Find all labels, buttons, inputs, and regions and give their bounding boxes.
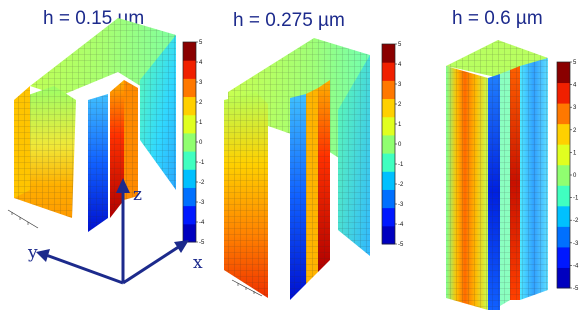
colorbar-1-segment — [183, 187, 196, 207]
colorbar-3-tick-label: -1 — [573, 196, 579, 202]
colorbar-1-segment — [183, 132, 196, 152]
colorbar-1-tick-label: 0 — [199, 140, 203, 146]
colorbar-1-tick-label: 2 — [199, 100, 203, 106]
colorbar-2-tick-label: -2 — [398, 182, 404, 188]
colorbar-3-segment — [557, 185, 570, 207]
colorbar-2-tick-label: 5 — [398, 42, 402, 48]
colorbar-3-segment — [557, 123, 570, 145]
colorbar-2-segment — [382, 80, 395, 100]
colorbar-3-segment — [557, 82, 570, 104]
colorbar-3-tick-label: 0 — [573, 173, 577, 179]
colorbar-3-tick-label: 1 — [573, 150, 577, 156]
colorbar-2: 5 4 3 2 1 0 -1 -2 -3 -4 -5 — [381, 42, 404, 248]
colorbar-3-tick-label: -5 — [573, 286, 579, 292]
colorbar-2-segment — [382, 153, 395, 172]
colorbar-2-segment — [382, 44, 395, 63]
colorbar-2-tick-label: 0 — [398, 142, 402, 148]
colorbar-3-segment — [557, 62, 570, 84]
colorbar-3-tick-label: 4 — [573, 83, 577, 89]
colorbar-1-tick-label: 3 — [199, 80, 203, 86]
colorbar-2-tick-label: 3 — [398, 82, 402, 88]
colorbar-1-tick-label: -5 — [199, 240, 205, 246]
colorbar-3-tick-label: 2 — [573, 128, 577, 134]
colorbar-2-tick-label: -1 — [398, 162, 404, 168]
colorbar-3-tick-label: -4 — [573, 263, 579, 269]
colorbar-2-tick-label: 4 — [398, 62, 402, 68]
colorbar-2-tick-label: -4 — [398, 222, 404, 228]
colorbar-1-tick-label: -2 — [199, 180, 205, 186]
colorbar-2-tick-label: 1 — [398, 122, 402, 128]
colorbar-1-segment — [183, 42, 196, 61]
colorbar-1-segment — [183, 169, 196, 188]
colorbar-1-tick-label: 5 — [199, 40, 203, 46]
colorbar-2-segment — [382, 207, 395, 227]
colorbar-2-segment — [382, 225, 395, 245]
colorbar-3-segment — [557, 267, 570, 289]
panel-title-2: h = 0.275 µm — [233, 10, 345, 31]
axis-label-z: z — [133, 185, 142, 205]
colorbar-1-segment — [183, 151, 196, 170]
colorbar-3-tick-label: -3 — [573, 241, 579, 247]
colorbar-1-segment — [183, 60, 196, 79]
colorbar-1-segment — [183, 78, 196, 98]
colorbar-2-segment — [382, 189, 395, 209]
colorbar-2-segment — [382, 98, 395, 118]
colorbar-1-tick-label: 4 — [199, 60, 203, 66]
colorbar-2-segment — [382, 171, 395, 190]
colorbar-3-tick-label: -2 — [573, 218, 579, 224]
colorbar-1-tick-label: -1 — [199, 160, 205, 166]
colorbar-1-segment — [183, 223, 196, 243]
field-plot-2 — [224, 38, 370, 300]
colorbar-1-segment — [183, 114, 196, 134]
colorbar-1-segment — [183, 205, 196, 225]
axis-arrows — [36, 178, 189, 285]
colorbar-1-segment — [183, 96, 196, 116]
axis-label-y: y — [27, 243, 38, 263]
field-plot-1 — [7, 18, 176, 232]
colorbar-1-tick-label: -4 — [199, 220, 205, 226]
colorbar-2-segment — [382, 134, 395, 154]
colorbar-2-segment — [382, 62, 395, 81]
panel-title-3: h = 0.6 µm — [452, 8, 543, 29]
colorbar-2-tick-label: 2 — [398, 102, 402, 108]
colorbar-3-segment — [557, 246, 570, 268]
colorbar-1-tick-label: -3 — [199, 200, 205, 206]
colorbar-3: 5 4 3 2 1 0 -1 -2 -3 -4 -5 — [556, 60, 579, 292]
field-plot-3 — [446, 40, 548, 310]
colorbar-3-segment — [557, 205, 570, 227]
axis-label-x: x — [193, 253, 203, 273]
colorbar-3-tick-label: 5 — [573, 60, 577, 66]
colorbar-2-segment — [382, 116, 395, 136]
colorbar-3-segment — [557, 164, 570, 186]
colorbar-3-segment — [557, 226, 570, 248]
colorbar-2-tick-label: -3 — [398, 202, 404, 208]
colorbar-3-segment — [557, 144, 570, 166]
colorbar-3-tick-label: 3 — [573, 105, 577, 111]
colorbar-1-tick-label: 1 — [199, 120, 203, 126]
colorbar-3-segment — [557, 103, 570, 125]
colorbar-1: 5 4 3 2 1 0 -1 -2 -3 -4 -5 — [182, 40, 205, 246]
colorbar-2-tick-label: -5 — [398, 242, 404, 248]
